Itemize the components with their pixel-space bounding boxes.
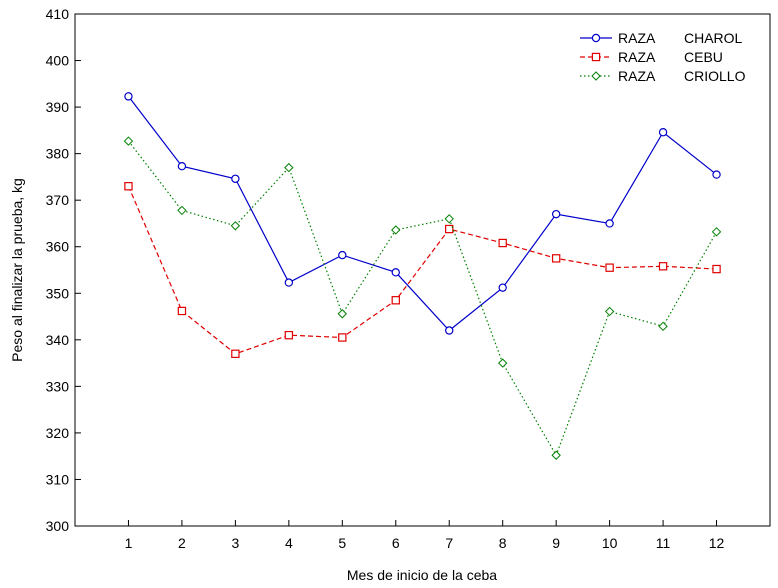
y-tick-label: 310 (46, 471, 70, 487)
data-point (605, 219, 614, 228)
data-point (445, 224, 454, 234)
legend: RAZA CHAROL RAZA CEBU RAZA CRIOLLO (580, 30, 746, 84)
data-point (124, 182, 133, 191)
data-point (391, 225, 401, 235)
x-tick-label: 11 (656, 535, 671, 551)
x-tick-label: 5 (338, 535, 346, 551)
data-point (445, 326, 454, 335)
data-point (605, 263, 614, 272)
data-point (231, 174, 240, 183)
data-point (551, 209, 561, 219)
series-line-cebu (127, 185, 717, 355)
data-point (123, 136, 134, 146)
legend-label-suffix: CRIOLLO (684, 68, 746, 84)
y-tick-label: 380 (46, 146, 70, 162)
y-axis: 300 310 320 330 340 350 360 370 380 390 400 410 (46, 6, 81, 534)
data-point (444, 214, 454, 224)
series-line-charol (127, 96, 717, 332)
x-tick-label: 10 (602, 535, 618, 551)
series-criollo (123, 136, 722, 460)
x-axis: 1 2 3 4 5 6 7 8 9 10 11 12 (125, 520, 725, 551)
x-tick-label: 8 (499, 535, 507, 551)
legend-item-charol: RAZA CHAROL (580, 30, 743, 46)
x-tick-label: 7 (445, 535, 453, 551)
x-tick-label: 2 (178, 535, 186, 551)
series-charol (124, 92, 721, 335)
data-point (177, 306, 187, 316)
data-point (284, 162, 294, 173)
plot-area (74, 13, 771, 527)
data-point (337, 309, 348, 319)
data-point (551, 254, 561, 263)
data-point (230, 221, 241, 231)
legend-marker (591, 33, 601, 43)
x-axis-label: Mes de inicio de la ceba (347, 567, 497, 583)
legend-label-prefix: RAZA (618, 49, 656, 65)
data-point (658, 321, 668, 332)
x-tick-label: 1 (125, 535, 133, 551)
data-point (498, 283, 507, 292)
legend-label-prefix: RAZA (618, 30, 656, 46)
y-tick-label: 370 (46, 192, 70, 208)
y-tick-label: 300 (46, 518, 70, 534)
x-tick-label: 6 (392, 535, 400, 551)
data-point (231, 349, 240, 358)
y-tick-label: 410 (46, 6, 70, 22)
series-cebu (124, 182, 721, 358)
data-point (391, 268, 400, 277)
data-point (284, 330, 294, 340)
legend-item-criollo: RAZA CRIOLLO (580, 68, 746, 84)
x-tick-label: 9 (552, 535, 560, 551)
data-point (711, 227, 722, 237)
y-tick-label: 330 (46, 378, 70, 394)
x-tick-label: 3 (231, 535, 239, 551)
legend-label-suffix: CEBU (684, 49, 723, 65)
legend-label-suffix: CHAROL (684, 30, 743, 46)
data-point (338, 333, 347, 342)
data-point (658, 128, 668, 137)
y-tick-label: 350 (46, 285, 70, 301)
legend-label-prefix: RAZA (618, 68, 656, 84)
data-point (177, 162, 187, 171)
series-layer (123, 92, 722, 460)
series-line-criollo (127, 140, 718, 457)
data-point (712, 264, 721, 274)
y-tick-label: 320 (46, 425, 70, 441)
data-point (497, 358, 508, 368)
legend-marker (591, 52, 601, 62)
data-point (604, 306, 615, 317)
y-tick-label: 400 (46, 53, 70, 69)
data-point (284, 278, 294, 287)
y-tick-label: 340 (46, 332, 70, 348)
y-tick-label: 390 (46, 99, 70, 115)
data-point (177, 205, 187, 216)
data-point (338, 250, 347, 260)
legend-item-cebu: RAZA CEBU (580, 49, 723, 65)
data-point (498, 238, 507, 248)
data-point (712, 170, 721, 179)
data-point (551, 450, 561, 460)
y-axis-label: Peso al finalizar la prueba, kg (9, 178, 25, 362)
data-point (124, 92, 133, 101)
legend-marker (591, 71, 601, 81)
data-point (658, 262, 668, 271)
x-tick-label: 12 (709, 535, 725, 551)
data-point (391, 296, 400, 305)
x-tick-label: 4 (285, 535, 293, 551)
y-tick-label: 360 (46, 239, 70, 255)
